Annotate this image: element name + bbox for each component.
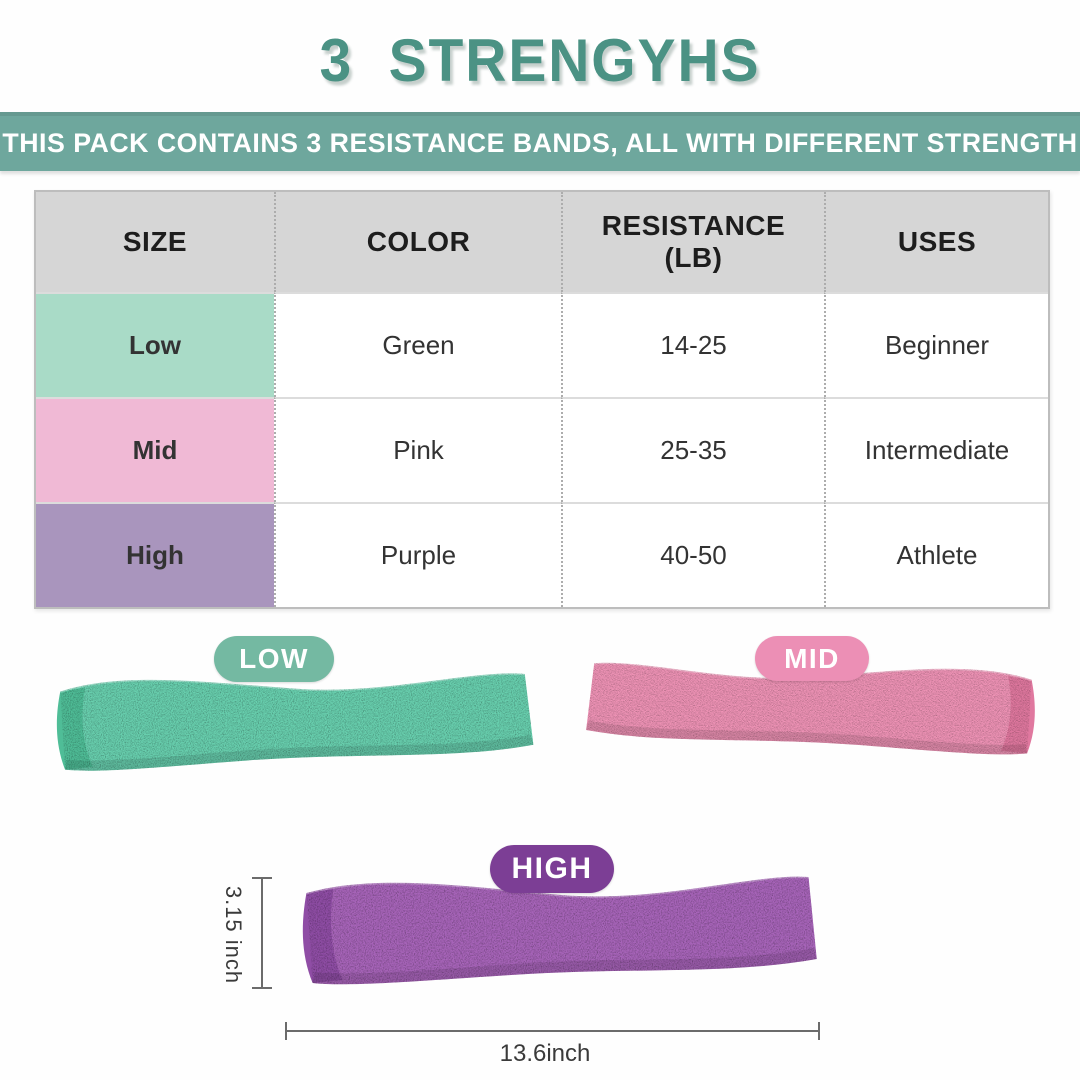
table-cell-size-low: Low xyxy=(36,292,274,397)
width-dimension-cap-right xyxy=(818,1022,820,1040)
header-label: COLOR xyxy=(366,225,471,257)
band-fabric-texture xyxy=(60,673,534,771)
width-dimension-label: 13.6inch xyxy=(499,1040,591,1067)
header-label: SIZE xyxy=(122,225,188,257)
spec-table: SIZE COLOR RESISTANCE (LB) USES Low Gree… xyxy=(34,190,1050,609)
band-label-pill-low: LOW xyxy=(214,636,334,682)
table-cell-resistance-mid: 25-35 xyxy=(561,397,824,502)
band-photo-mid xyxy=(578,652,1046,782)
table-cell-color-low: Green xyxy=(274,292,561,397)
width-dimension-line xyxy=(286,1030,820,1032)
table-cell-uses-high: Athlete xyxy=(824,502,1048,607)
band-label-pill-high: HIGH xyxy=(490,845,614,893)
banner-text: THIS PACK CONTAINS 3 RESISTANCE BANDS, A… xyxy=(2,128,1078,158)
table-cell-size-high: High xyxy=(36,502,274,607)
table-cell-uses-low: Beginner xyxy=(824,292,1048,397)
table-cell-resistance-low: 14-25 xyxy=(561,292,824,397)
header-cell-uses: USES xyxy=(824,192,1048,292)
header-cell-resistance: RESISTANCE (LB) xyxy=(561,192,824,292)
height-dimension-cap-bottom xyxy=(252,987,272,989)
header-cell-color: COLOR xyxy=(274,192,561,292)
height-dimension-cap-top xyxy=(252,877,272,879)
banner: THIS PACK CONTAINS 3 RESISTANCE BANDS, A… xyxy=(0,112,1080,171)
band-photo-high xyxy=(290,865,825,1015)
band-label-pill-mid: MID xyxy=(755,636,869,681)
table-cell-color-mid: Pink xyxy=(274,397,561,502)
header-label: RESISTANCE (LB) xyxy=(601,209,786,273)
width-dimension-cap-left xyxy=(285,1022,287,1040)
table-cell-resistance-high: 40-50 xyxy=(561,502,824,607)
header-cell-size: SIZE xyxy=(36,192,274,292)
table-cell-size-mid: Mid xyxy=(36,397,274,502)
height-dimension-label: 3.15 inch xyxy=(221,885,246,985)
page-title: 3 STRENGYHS xyxy=(319,26,761,94)
table-cell-color-high: Purple xyxy=(274,502,561,607)
band-photo-low xyxy=(45,662,542,800)
header-label: USES xyxy=(897,225,977,257)
table-cell-uses-mid: Intermediate xyxy=(824,397,1048,502)
height-dimension-line xyxy=(261,878,263,988)
